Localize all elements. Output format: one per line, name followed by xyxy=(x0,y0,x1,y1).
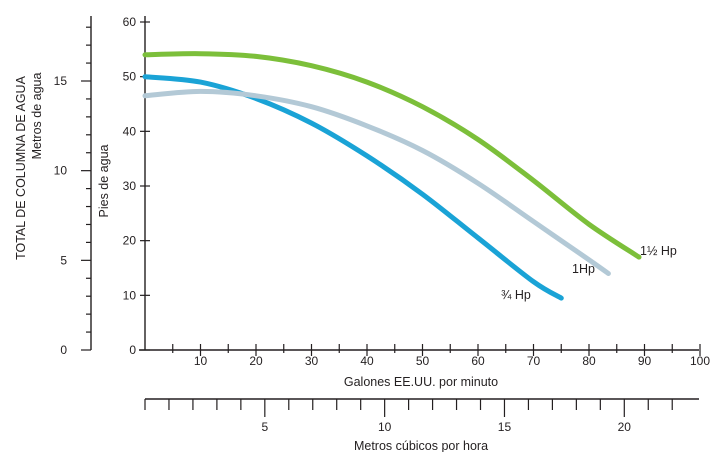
pump-curves xyxy=(142,51,642,301)
gpm-tick-label: 80 xyxy=(582,354,596,368)
meters-head-tick-label: 10 xyxy=(54,164,68,178)
m3h-tick-label: 15 xyxy=(498,420,512,434)
m3h-tick-label: 20 xyxy=(618,420,632,434)
m3h-tick-label: 10 xyxy=(378,420,392,434)
gpm-axis-title: Galones EE.UU. por minuto xyxy=(344,375,498,389)
label-one-hp: 1Hp xyxy=(572,262,595,276)
feet-tick-label: 60 xyxy=(123,15,137,29)
meters-head-axis: 0 5 10 15 TOTAL DE COLUMNA DE AGUA Metros d… xyxy=(14,16,92,357)
curve-one-and-half-hp xyxy=(142,51,642,260)
feet-axis: 0 10 20 30 40 50 60 Pies de agua xyxy=(97,15,150,357)
feet-tick-label: 0 xyxy=(129,343,136,357)
feet-tick-label: 20 xyxy=(123,234,137,248)
feet-tick-label: 10 xyxy=(123,288,137,302)
feet-tick-label: 40 xyxy=(123,124,137,138)
feet-tick-label: 30 xyxy=(123,179,137,193)
gpm-tick-label: 40 xyxy=(360,354,374,368)
feet-ticks: 0 10 20 30 40 50 60 xyxy=(123,15,150,357)
curve-three-quarter-hp xyxy=(142,74,564,301)
meters-head-tick-label: 15 xyxy=(54,74,68,88)
label-three-quarter-hp: ¾ Hp xyxy=(501,288,531,302)
curve-one-hp xyxy=(142,88,611,276)
meters-head-axis-title-line1: TOTAL DE COLUMNA DE AGUA xyxy=(14,75,28,260)
gpm-tick-label: 20 xyxy=(249,354,263,368)
gpm-tick-label: 50 xyxy=(416,354,430,368)
meters-head-tick-label: 0 xyxy=(60,343,67,357)
meters-head-tick-label: 5 xyxy=(60,253,67,267)
feet-axis-title: Pies de agua xyxy=(97,144,111,217)
gpm-tick-label: 10 xyxy=(194,354,208,368)
gpm-ticks: 10 20 30 40 50 60 70 80 90 100 xyxy=(172,344,710,368)
feet-tick-label: 50 xyxy=(123,70,137,84)
m3h-ticks: 5 10 15 20 xyxy=(144,399,673,434)
gpm-tick-label: 90 xyxy=(638,354,652,368)
label-one-and-half-hp: 1½ Hp xyxy=(640,244,677,258)
gpm-axis: 10 20 30 40 50 60 70 80 90 100 Galones EE.UU. por… xyxy=(139,344,710,389)
gpm-tick-label: 70 xyxy=(527,354,541,368)
meters-head-ticks: 0 5 10 15 xyxy=(54,26,91,357)
gpm-tick-label: 60 xyxy=(471,354,485,368)
meters-head-axis-title-line2: Metros de agua xyxy=(30,73,44,160)
gpm-tick-label: 100 xyxy=(690,354,710,368)
m3h-tick-label: 5 xyxy=(261,420,268,434)
gpm-tick-label: 30 xyxy=(305,354,319,368)
m3h-axis: 5 10 15 20 Metros cúbicos por hora xyxy=(144,398,699,452)
m3h-axis-title: Metros cúbicos por hora xyxy=(354,439,488,452)
